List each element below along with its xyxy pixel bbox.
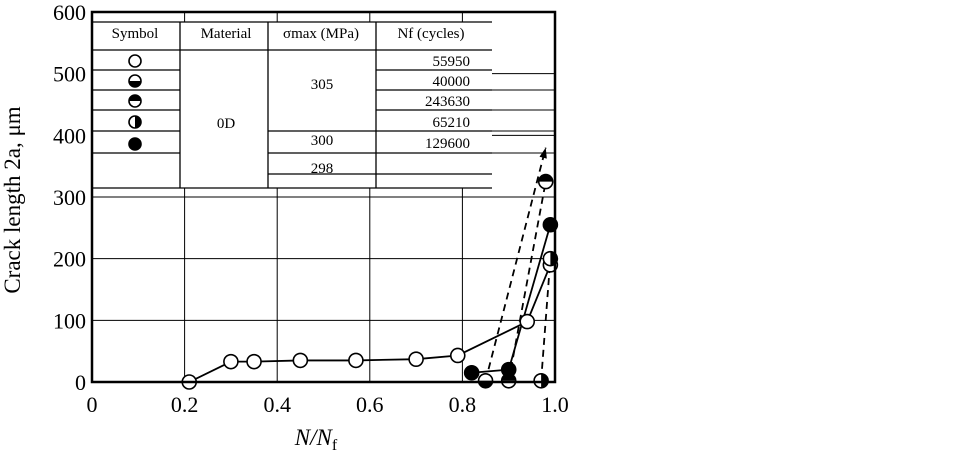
table-header-stress: σmax (MPa) [283,26,359,42]
table-material-value: 0D [217,116,236,132]
x-tick-label-0.2: 0.2 [171,392,199,417]
x-axis-label-main: N/N [294,425,334,450]
table-symbol-filled-circle [128,137,142,151]
data-point-open-circle [519,313,536,330]
series-arrowhead [539,147,547,159]
table-symbol-bottom-half-filled-circle [128,74,142,88]
series-line-filled-circle [471,224,552,374]
table-nf-value: 55950 [433,54,471,70]
y-tick-label-100: 100 [53,308,86,333]
table-stress-value: 305 [311,77,334,93]
series-line-top-half-filled-circle [507,181,547,381]
data-point-top-half-filled-circle [537,173,554,190]
data-point-open-circle [292,352,309,369]
series-line-right-half-filled-circle [540,258,552,381]
y-tick-label-600: 600 [53,0,86,25]
table-nf-value: 243630 [425,94,470,110]
y-axis-label: Crack length 2a, μm [0,106,25,293]
series-line-bottom-half-filled-circle [484,147,547,381]
data-point-open-circle [246,353,262,370]
table-header-symbol: Symbol [112,26,159,42]
table-symbol-open-circle [128,54,142,68]
data-point-open-circle [449,347,466,364]
x-tick-label-0.8: 0.8 [449,392,477,417]
x-axis-label-subscript: f [332,437,338,454]
x-axis-label: N/Nf [294,425,338,454]
table-header-material: Material [201,26,252,42]
data-point-open-circle [408,351,424,367]
table-nf-value: 40000 [433,74,471,90]
table-stress-value: 300 [311,133,334,149]
table-nf-value: 129600 [425,136,470,152]
y-tick-label-300: 300 [53,185,86,210]
axis-ticks: 0 100 200 300 400 500 600 0 0.2 0.4 0.6 0.8 1.0 [53,0,569,417]
table-symbol-right-half-filled-circle [128,115,142,129]
data-point-open-circle [223,353,239,370]
table-header-nf: Nf (cycles) [397,26,464,42]
data-point-filled-circle [463,364,480,381]
legend-table [92,21,555,189]
legend-table-header: Symbol Material σmax (MPa) Nf (cycles) 0… [112,26,465,132]
y-tick-label-500: 500 [53,62,86,87]
y-tick-label-400: 400 [53,123,86,148]
y-tick-label-200: 200 [53,247,86,272]
y-tick-label-0: 0 [75,370,86,395]
x-tick-label-0: 0 [87,392,98,417]
legend-table-body: 55950 40000 243630 65210 129600 305 300 298 [128,54,471,177]
data-point-filled-circle [500,361,517,378]
x-tick-label-0.4: 0.4 [263,392,291,417]
x-tick-label-1.0: 1.0 [541,392,569,417]
table-nf-value: 65210 [433,115,471,131]
plot-frame [90,10,557,384]
table-symbol-top-half-filled-circle [128,94,142,108]
data-point-open-circle [348,352,364,369]
table-stress-value: 298 [311,161,334,177]
x-tick-label-0.6: 0.6 [356,392,384,417]
